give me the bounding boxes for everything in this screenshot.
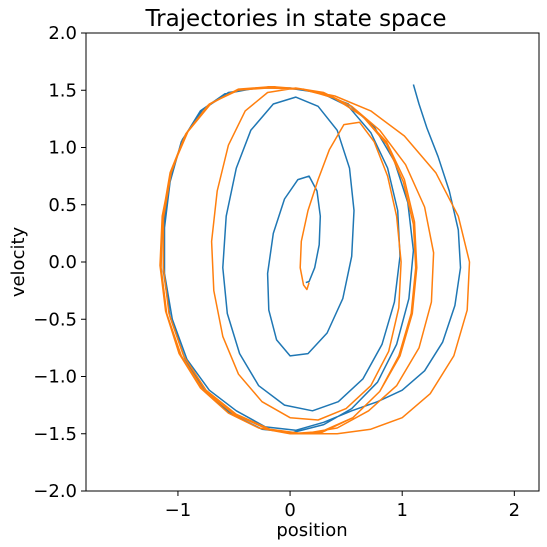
y-tick-label-8: 2.0	[48, 23, 77, 44]
y-tick-label-6: 1.0	[48, 138, 77, 159]
y-tick-label-0: −2.0	[33, 481, 77, 502]
y-tick-label-5: 0.5	[48, 195, 77, 216]
series-line-1	[159, 86, 471, 435]
y-tick-label-1: −1.5	[33, 424, 77, 445]
plot-frame	[85, 32, 540, 492]
x-tick-label-2: 1	[396, 500, 407, 521]
x-axis-label: position	[276, 520, 347, 541]
x-tick-label-0: −1	[165, 500, 192, 521]
y-tick-label-3: −0.5	[33, 309, 77, 330]
y-axis-label: velocity	[8, 226, 29, 297]
y-tick-label-4: 0.0	[48, 252, 77, 273]
x-tick-label-3: 2	[509, 500, 520, 521]
tick-layer: −1 0 1 2 −2.0 −1.5 −1.0 −0.5 0.0 0.5 1.0 1.5 2.0	[33, 23, 520, 521]
x-tick-label-1: 0	[284, 500, 295, 521]
chart-title: Trajectories in state space	[144, 6, 446, 32]
series-layer	[159, 84, 471, 435]
y-tick-label-7: 1.5	[48, 80, 77, 101]
y-tick-label-2: −1.0	[33, 367, 77, 388]
